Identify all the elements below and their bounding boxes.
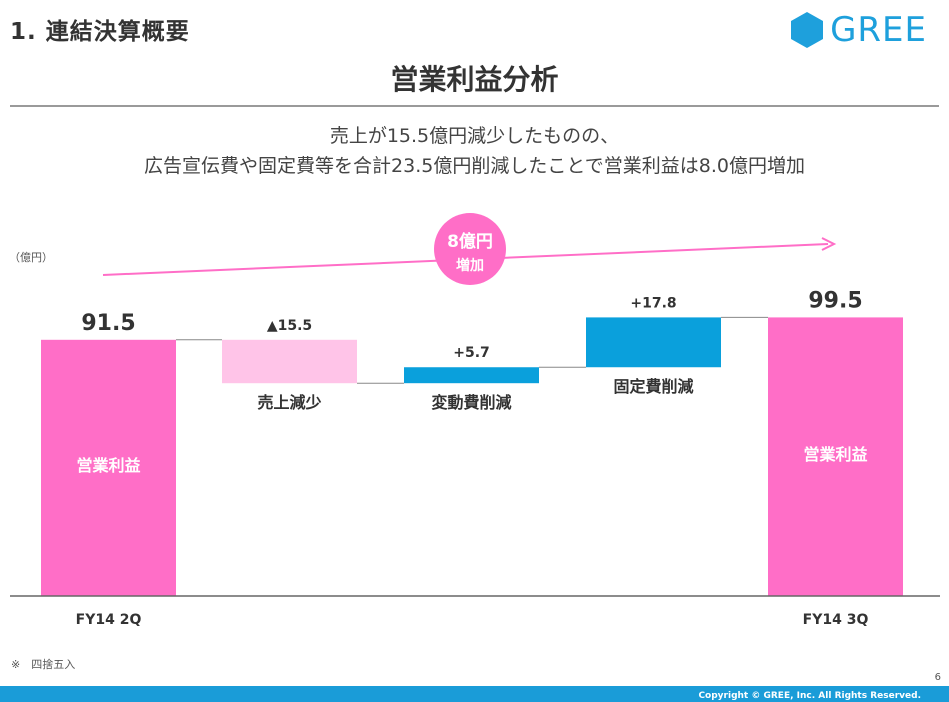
bar-value-label-5: 99.5 — [808, 288, 862, 313]
bar-step-label-4: 固定費削減 — [613, 377, 693, 396]
increase-badge — [434, 213, 506, 285]
x-category-label-5: FY14 3Q — [803, 612, 869, 628]
bar-2 — [222, 339, 357, 384]
bar-1 — [41, 339, 176, 596]
subtitle-line-2: 広告宣伝費や固定費等を合計23.5億円削減したことで営業利益は8.0億円増加 — [144, 155, 805, 177]
badge-label: 増加 — [456, 257, 484, 274]
hexagon-logo-icon — [791, 12, 824, 48]
section-title: 1. 連結決算概要 — [10, 19, 190, 45]
bar-value-label-1: 91.5 — [81, 311, 135, 336]
bar-value-label-4: +17.8 — [630, 295, 676, 311]
footer-bar: Copyright © GREE, Inc. All Rights Reserv… — [0, 686, 949, 702]
subtitle-line-1: 売上が15.5億円減少したものの、 — [329, 125, 620, 147]
bar-4 — [586, 317, 721, 368]
bar-3 — [404, 367, 539, 384]
bar-step-label-2: 売上減少 — [257, 393, 321, 412]
bar-value-label-3: +5.7 — [453, 345, 490, 361]
page-title: 営業利益分析 — [390, 63, 559, 96]
copyright: Copyright © GREE, Inc. All Rights Reserv… — [698, 691, 921, 701]
bar-step-label-3: 変動費削減 — [431, 393, 511, 412]
logo-text: GREE — [830, 10, 927, 50]
title-divider — [10, 105, 939, 107]
bar-inner-label-5: 営業利益 — [803, 445, 867, 464]
x-category-label-1: FY14 2Q — [76, 612, 142, 628]
badge-amount: 8億円 — [447, 231, 493, 252]
page-number: 6 — [934, 672, 941, 683]
gree-logo: GREE — [790, 10, 927, 50]
bar-value-label-2: ▲15.5 — [267, 318, 312, 334]
growth-arrow-head — [821, 237, 837, 251]
bar-inner-label-1: 営業利益 — [76, 456, 140, 475]
unit-label: （億円） — [9, 251, 53, 264]
bar-5 — [768, 317, 903, 596]
footnote: ※ 四捨五入 — [11, 658, 76, 671]
